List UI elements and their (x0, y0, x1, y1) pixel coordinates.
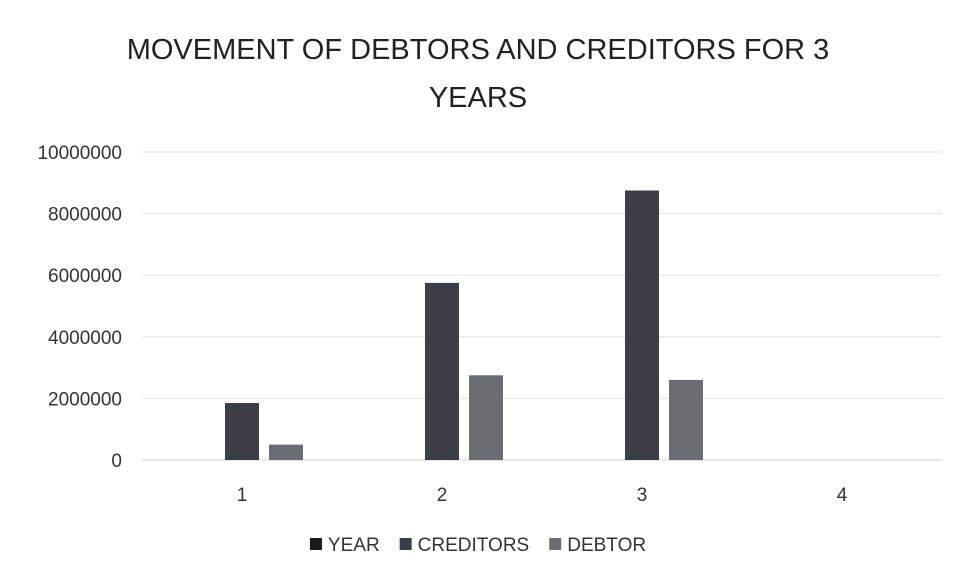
chart-title-line-2: YEARS (428, 82, 528, 114)
x-tick-label: 2 (437, 485, 448, 506)
bar-debtor-3 (669, 379, 703, 460)
legend-swatch-year (309, 538, 322, 550)
x-tick-label: 4 (837, 485, 848, 506)
bar-debtor-1 (269, 444, 303, 460)
y-tick-label: 0 (111, 451, 122, 472)
x-tick-label: 1 (237, 485, 248, 506)
chart-title-line-1: MOVEMENT OF DEBTORS AND CREDITORS FOR 3 (126, 34, 830, 66)
y-tick-label: 2000000 (48, 389, 122, 410)
bar-creditors-1 (225, 403, 259, 460)
legend-label-creditors: CREDITORS (418, 535, 530, 556)
legend-label-year: YEAR (328, 535, 380, 556)
bar-debtor-2 (469, 375, 503, 460)
legend-label-debtor: DEBTOR (567, 535, 646, 556)
y-tick-label: 10000000 (37, 143, 122, 164)
x-tick-label: 3 (637, 485, 648, 506)
bar-creditors-2 (425, 282, 459, 460)
bar-creditors-3 (625, 190, 659, 460)
y-tick-label: 6000000 (48, 266, 122, 287)
y-tick-label: 4000000 (48, 328, 122, 349)
legend-swatch-debtor (549, 538, 562, 550)
legend-swatch-creditors (399, 538, 412, 550)
y-tick-label: 8000000 (48, 205, 122, 226)
